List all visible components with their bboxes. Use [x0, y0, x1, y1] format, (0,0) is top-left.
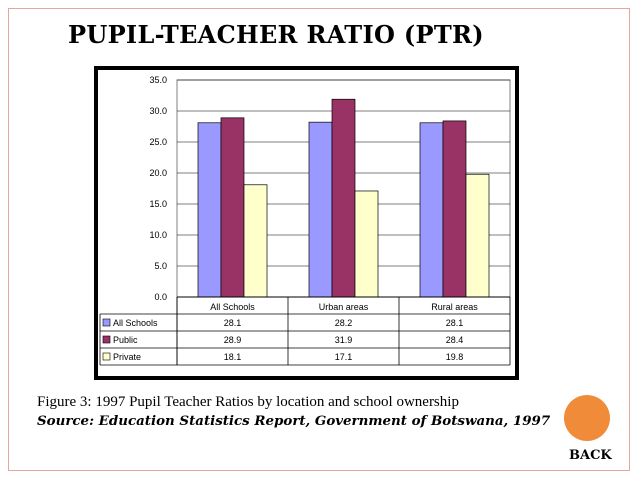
frame-line-left: [8, 8, 9, 471]
frame-line-right: [629, 8, 630, 471]
chart-container: 0.0 5.0 10.0 15.0 20.0 25.0 30.0 35.0 All School…: [94, 66, 519, 380]
bar: [465, 173, 490, 298]
bar: [197, 122, 222, 298]
bar: [243, 184, 268, 298]
bar: [354, 190, 379, 298]
data-label: 28.1: [446, 318, 464, 328]
bar-chart: 0.0 5.0 10.0 15.0 20.0 25.0 30.0 35.0 All School…: [99, 75, 511, 366]
frame-line-top: [8, 8, 630, 9]
legend-label: Private: [113, 352, 141, 362]
legend-key: [102, 352, 111, 361]
data-label: 28.4: [446, 335, 464, 345]
data-label: 28.9: [224, 335, 242, 345]
bar: [308, 121, 333, 298]
y-tick-label: 10.0: [149, 230, 167, 240]
accent-circle: [564, 395, 610, 441]
y-tick-label: 30.0: [149, 106, 167, 116]
y-tick-label: 5.0: [154, 261, 167, 271]
bar: [442, 120, 467, 298]
y-tick-label: 35.0: [149, 75, 167, 85]
bar: [419, 122, 444, 298]
x-tick-label: Urban areas: [319, 302, 369, 312]
y-tick-label: 15.0: [149, 199, 167, 209]
legend-label: Public: [113, 335, 138, 345]
data-label: 18.1: [224, 352, 242, 362]
figure-caption: Figure 3: 1997 Pupil Teacher Ratios by l…: [37, 394, 459, 410]
x-tick-label: Rural areas: [431, 302, 478, 312]
y-tick-label: 0.0: [154, 292, 167, 302]
bar: [331, 98, 356, 298]
source-note: Source: Education Statistics Report, Gov…: [37, 413, 551, 429]
legend-key: [102, 318, 111, 327]
frame-line-bottom: [8, 470, 630, 471]
data-label: 17.1: [335, 352, 353, 362]
y-tick-label: 25.0: [149, 137, 167, 147]
legend-key: [102, 335, 111, 344]
slide-title: PUPIL-TEACHER RATIO (PTR): [68, 20, 484, 49]
data-label: 19.8: [446, 352, 464, 362]
back-link[interactable]: BACK: [569, 448, 612, 463]
data-label: 28.2: [335, 318, 353, 328]
x-tick-label: All Schools: [210, 302, 255, 312]
data-label: 28.1: [224, 318, 242, 328]
data-label: 31.9: [335, 335, 353, 345]
legend-label: All Schools: [113, 318, 158, 328]
y-tick-label: 20.0: [149, 168, 167, 178]
bar: [220, 117, 245, 298]
